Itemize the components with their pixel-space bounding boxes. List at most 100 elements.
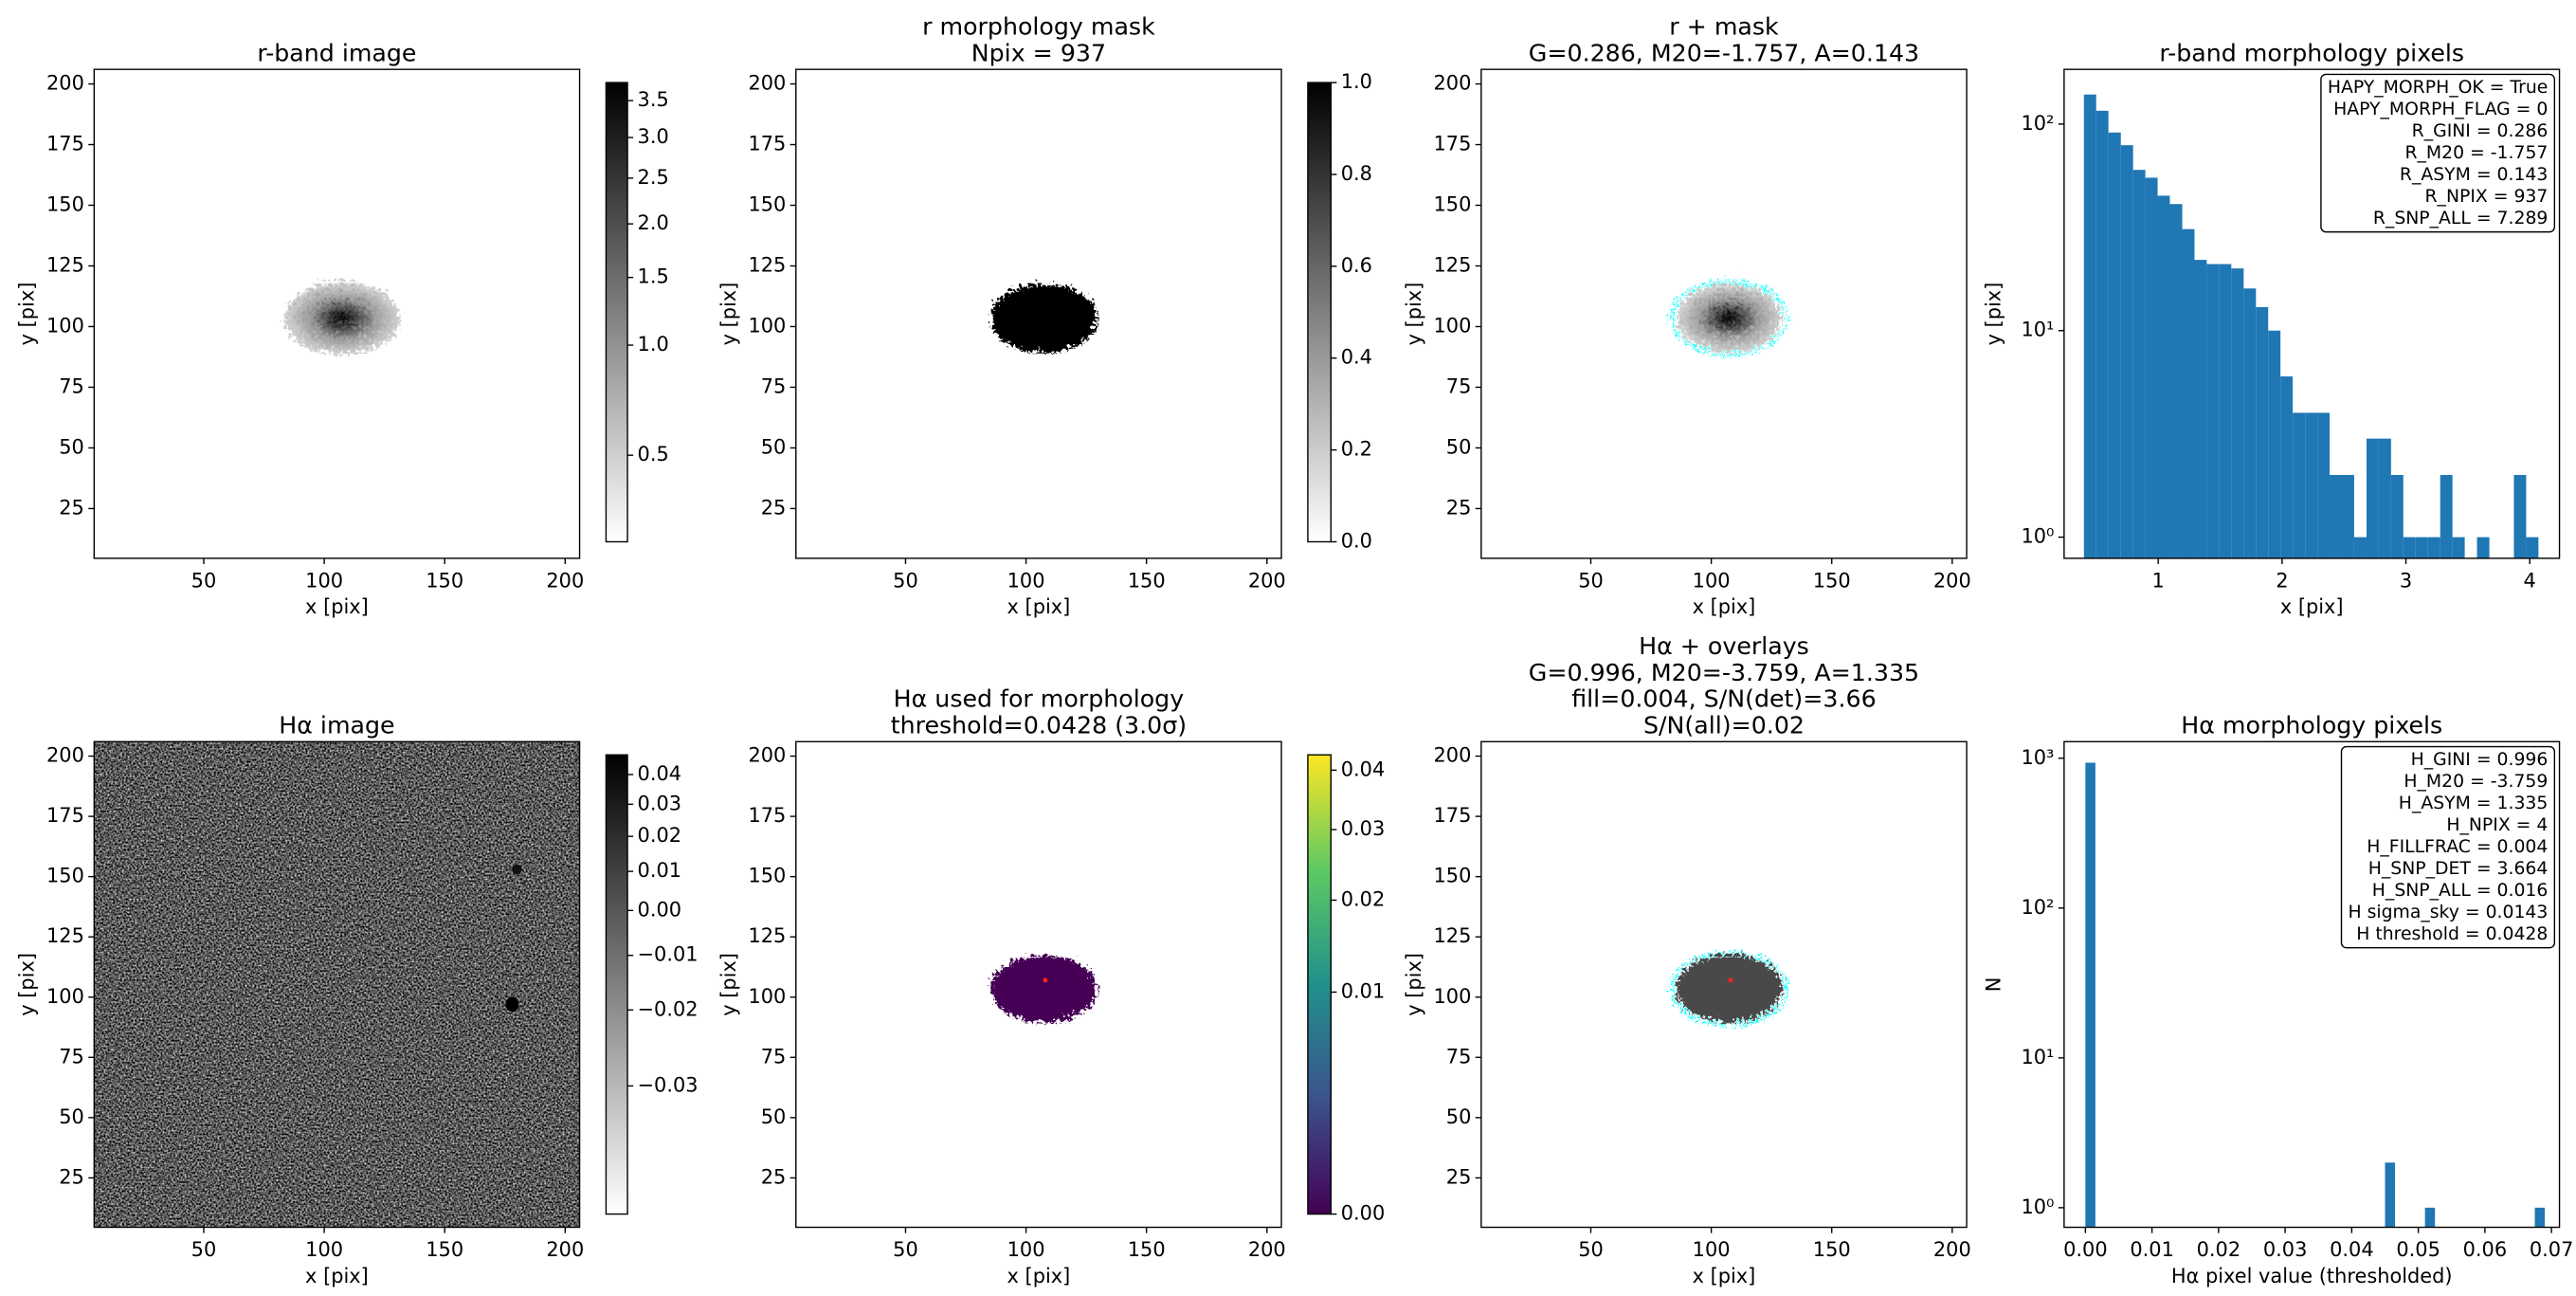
- y-tick-label: 125: [748, 253, 786, 276]
- peak-marker: [1728, 977, 1733, 983]
- y-tick-label: 125: [46, 924, 84, 947]
- y-tick-label: 200: [1434, 744, 1472, 767]
- y-tick-label: 175: [46, 133, 84, 155]
- colorbar-tick-label: 0.04: [1341, 758, 1386, 780]
- histogram-bar: [2513, 475, 2527, 558]
- colorbar-tick-label: −0.02: [638, 997, 698, 1020]
- chart-title: r morphology mask: [922, 13, 1155, 41]
- colorbar-tick-label: 0.00: [638, 898, 682, 921]
- x-tick-label: 100: [1693, 1238, 1731, 1261]
- histogram-bar: [2390, 475, 2404, 558]
- histogram-bar: [2403, 537, 2416, 558]
- histogram-bar: [2219, 264, 2232, 558]
- x-tick-label: 0.03: [2263, 1238, 2308, 1261]
- colorbar: [1307, 82, 1332, 543]
- chart-title: Hα image: [279, 712, 394, 739]
- colorbar-tick-label: 3.5: [638, 88, 669, 111]
- y-tick-label: 150: [46, 193, 84, 216]
- colorbar-tick-label: 0.2: [1341, 438, 1372, 461]
- x-tick-label: 150: [426, 569, 463, 592]
- y-axis-label: y [pix]: [16, 283, 39, 346]
- annotation-line: R_SNP_ALL = 7.289: [2373, 209, 2549, 228]
- y-tick-label: 25: [1446, 1165, 1472, 1188]
- histogram-bar: [2095, 110, 2109, 558]
- annotation-line: H threshold = 0.0428: [2356, 924, 2548, 944]
- histogram-bar: [2293, 412, 2306, 558]
- annotation-line: R_NPIX = 937: [2425, 187, 2549, 207]
- histogram-bar: [2341, 475, 2354, 558]
- axes-frame: [1480, 68, 1968, 559]
- y-axis-label: y [pix]: [1403, 953, 1425, 1016]
- histogram-bar: [2353, 537, 2367, 558]
- y-tick-label: 50: [1446, 435, 1472, 458]
- chart-title: threshold=0.0428 (3.0σ): [891, 712, 1187, 739]
- source-region: [1666, 276, 1786, 353]
- annotation-line: R_M20 = -1.757: [2404, 143, 2548, 163]
- y-tick-label: 75: [1446, 1045, 1472, 1068]
- source-region: [987, 280, 1094, 349]
- x-tick-label: 50: [1578, 569, 1604, 592]
- histogram-bar: [2256, 306, 2269, 558]
- histogram-bar: [2157, 195, 2170, 558]
- x-tick-label: 0.02: [2197, 1238, 2241, 1261]
- colorbar-tick-label: 0.4: [1341, 346, 1372, 369]
- y-tick-label: 50: [59, 1105, 84, 1128]
- y-tick-label: 50: [761, 435, 787, 458]
- chart-title: r-band image: [257, 39, 416, 66]
- chart-title: Hα used for morphology: [894, 685, 1185, 713]
- y-tick-label: 100: [1434, 314, 1472, 337]
- chart-title: S/N(all)=0.02: [1643, 712, 1805, 739]
- y-tick-label: 125: [46, 253, 84, 276]
- histogram-bar: [2526, 537, 2539, 558]
- y-tick-label: 175: [748, 133, 786, 155]
- histogram-bar: [2243, 288, 2257, 558]
- x-tick-label: 100: [305, 1238, 343, 1261]
- colorbar-tick-label: 0.01: [638, 859, 682, 882]
- plot-area: [987, 951, 1094, 1019]
- histogram-bar: [2120, 145, 2133, 558]
- plot-area: [1666, 276, 1786, 353]
- histogram-bar: [2415, 537, 2428, 558]
- y-axis-label: y [pix]: [16, 953, 39, 1016]
- y-tick-label: 10⁰: [2021, 525, 2054, 548]
- histogram-bar: [2145, 177, 2158, 558]
- y-tick-label: 100: [748, 985, 786, 1008]
- y-tick-label: 175: [1434, 804, 1472, 827]
- histogram-bar: [2085, 762, 2095, 1228]
- annotation-box: [2340, 745, 2556, 949]
- histogram-bar: [2427, 537, 2440, 558]
- y-tick-label: 75: [1446, 374, 1472, 397]
- y-tick-label: 10³: [2021, 746, 2054, 769]
- y-tick-label: 200: [46, 72, 84, 95]
- axes-frame: [795, 68, 1282, 559]
- y-axis-label: y [pix]: [717, 283, 740, 346]
- chart-title: Hα + overlays: [1639, 632, 1809, 660]
- histogram-bar: [2169, 204, 2183, 558]
- annotation-line: H_M20 = -3.759: [2404, 772, 2548, 792]
- y-tick-label: 175: [1434, 133, 1472, 155]
- x-tick-label: 50: [893, 1238, 918, 1261]
- panel: 0.00 0.01 0.02 0.03 0.04 0.05 0.06 0.07 10⁰ 10¹ 10…: [1983, 712, 2574, 1287]
- histogram-bar: [2206, 264, 2220, 558]
- y-tick-label: 75: [761, 1045, 787, 1068]
- x-tick-label: 3: [2400, 569, 2412, 592]
- x-tick-label: 100: [1007, 569, 1045, 592]
- annotation-line: R_ASYM = 0.143: [2400, 165, 2548, 185]
- histogram-bar: [2385, 1162, 2396, 1228]
- y-tick-label: 10¹: [2021, 1046, 2054, 1068]
- annotation-line: H_GINI = 0.996: [2411, 750, 2549, 770]
- chart-title: G=0.286, M20=-1.757, A=0.143: [1529, 39, 1919, 66]
- colorbar-tick-label: 0.0: [1341, 529, 1372, 552]
- x-axis-label: x [pix]: [1007, 1265, 1071, 1287]
- y-tick-label: 200: [46, 744, 84, 767]
- y-tick-label: 175: [748, 804, 786, 827]
- colorbar: [1307, 754, 1332, 1215]
- histogram-bar: [2305, 412, 2318, 558]
- x-tick-label: 50: [191, 1238, 217, 1261]
- y-tick-label: 200: [748, 744, 786, 767]
- histogram-bar: [2231, 268, 2244, 558]
- y-tick-label: 10¹: [2021, 319, 2054, 341]
- chart-title: Npix = 937: [971, 39, 1106, 66]
- source-region: [1672, 280, 1779, 349]
- histogram-bar: [2378, 438, 2391, 558]
